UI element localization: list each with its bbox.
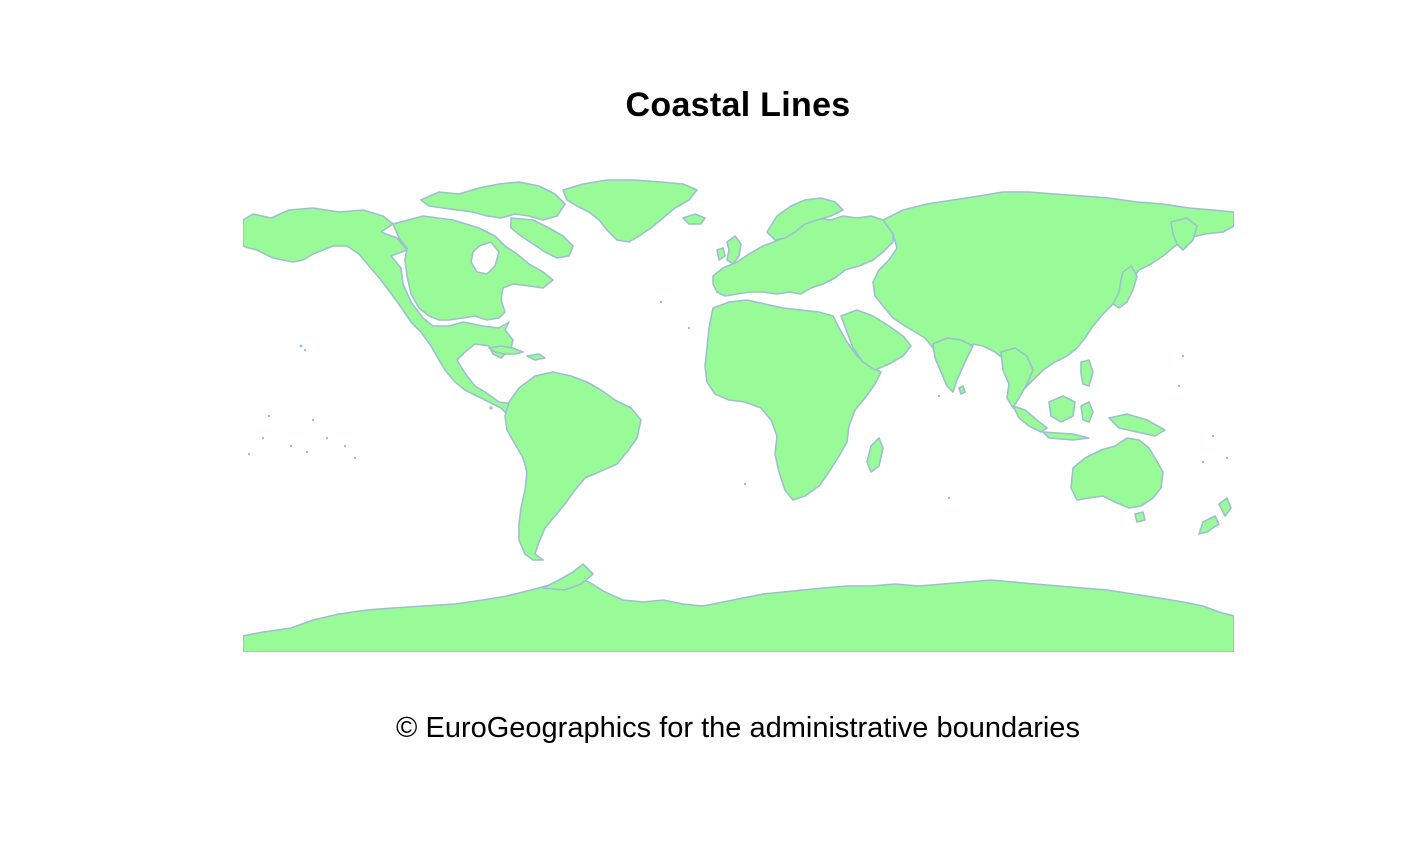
- landmass-new-zealand-south: [1198, 515, 1220, 535]
- island-dot: [247, 452, 251, 456]
- island-dot: [289, 444, 293, 448]
- island-dot: [299, 344, 303, 348]
- landmass-hispaniola: [526, 353, 546, 361]
- landmass-antarctica: [243, 577, 1234, 652]
- landmass-antarctic-peninsula: [542, 563, 594, 591]
- landmass-borneo: [1048, 395, 1076, 423]
- island-dot: [343, 444, 347, 448]
- island-dot: [1181, 354, 1185, 358]
- attribution-caption: © EuroGeographics for the administrative…: [396, 712, 1080, 744]
- island-dot: [1201, 460, 1205, 464]
- landmass-ireland: [716, 247, 726, 261]
- world-map-svg: [243, 179, 1234, 652]
- hudson-bay: [470, 241, 500, 275]
- landmass-india: [932, 337, 974, 393]
- island-dot: [353, 456, 357, 460]
- island-dot: [305, 450, 309, 454]
- landmass-tasmania: [1134, 511, 1146, 523]
- island-dot: [325, 436, 329, 440]
- island-dot: [261, 436, 265, 440]
- landmass-baffin-island: [510, 217, 574, 259]
- landmass-arctic-islands: [420, 181, 566, 221]
- landmass-kamchatka: [1170, 217, 1198, 251]
- island-dot: [1225, 456, 1229, 460]
- landmass-japan: [1112, 265, 1138, 309]
- landmass-cuba: [488, 345, 524, 355]
- island-dot: [937, 394, 941, 398]
- landmass-north-america: [243, 207, 530, 423]
- landmass-canada-east: [392, 215, 554, 321]
- island-dot: [267, 414, 271, 418]
- landmass-sumatra: [1012, 405, 1048, 433]
- island-dot: [311, 418, 315, 422]
- landmass-new-zealand-north: [1218, 497, 1232, 517]
- landmass-iceland: [682, 213, 706, 225]
- island-dot: [947, 496, 951, 500]
- island-dot: [687, 326, 691, 330]
- landmass-scandinavia: [766, 197, 844, 241]
- landmass-philippines: [1080, 359, 1094, 387]
- landmass-africa: [704, 299, 882, 501]
- world-map: [243, 176, 1234, 652]
- landmass-britain: [726, 235, 742, 265]
- landmass-arabia: [840, 309, 912, 371]
- landmass-australia: [1070, 437, 1164, 509]
- landmass-new-guinea: [1108, 413, 1166, 437]
- landmass-sulawesi: [1080, 401, 1094, 423]
- landmass-indochina: [1000, 347, 1034, 409]
- island-dot: [489, 406, 493, 410]
- island-dot: [303, 348, 307, 352]
- landmass-greenland: [562, 179, 698, 243]
- landmass-europe: [712, 215, 894, 297]
- landmass-java: [1042, 431, 1090, 441]
- landmass-sri-lanka: [958, 385, 966, 395]
- landmass-asia: [872, 191, 1234, 389]
- landmass-madagascar: [866, 437, 884, 473]
- island-dot: [659, 300, 663, 304]
- island-dot: [1211, 434, 1215, 438]
- map-title: Coastal Lines: [625, 86, 851, 124]
- island-dot: [1177, 384, 1181, 388]
- island-dot: [743, 482, 747, 486]
- landmass-south-america: [504, 371, 642, 561]
- pacific-islands: [247, 300, 1229, 500]
